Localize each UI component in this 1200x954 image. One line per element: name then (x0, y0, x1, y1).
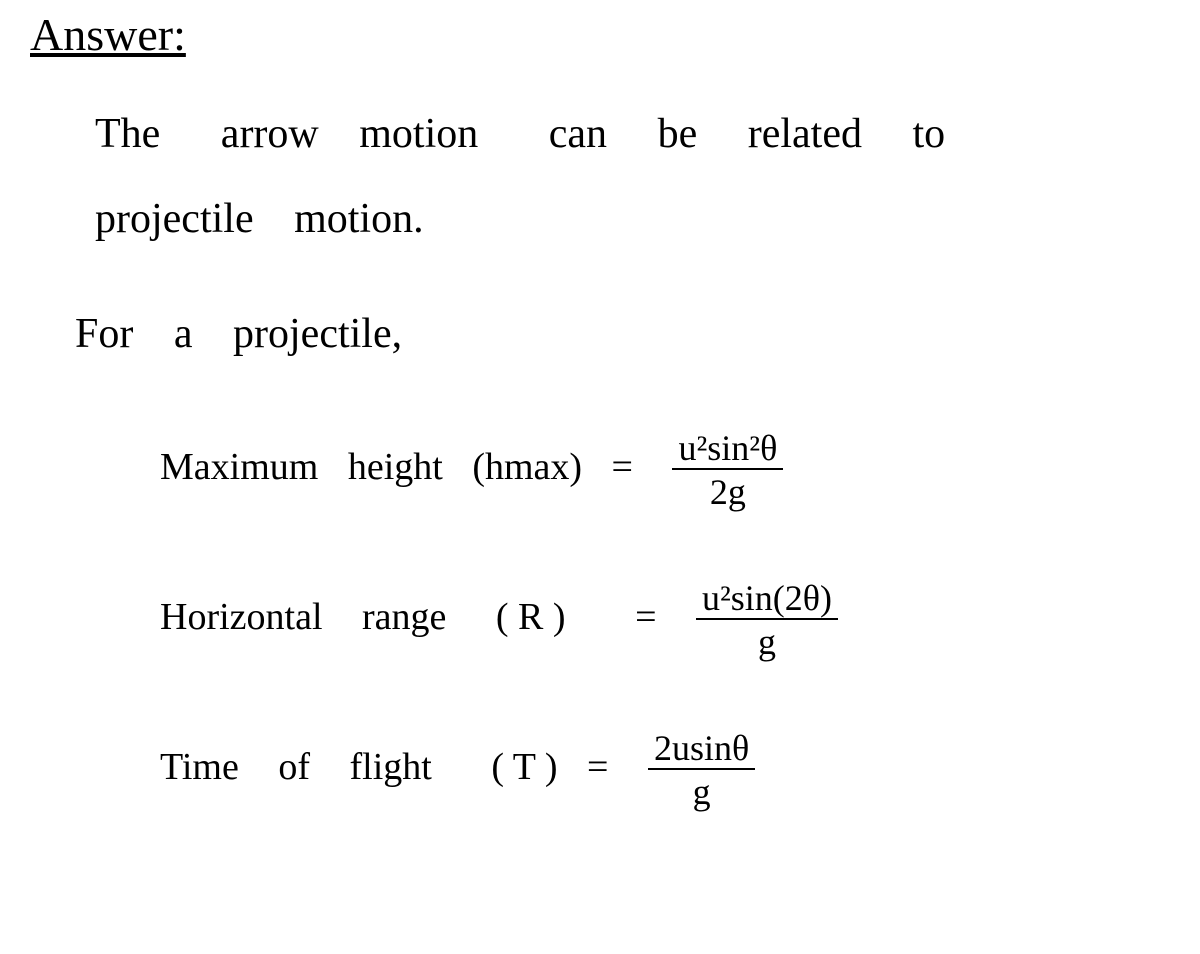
equals: = (587, 745, 608, 789)
word: can (549, 110, 607, 158)
word: range (362, 595, 446, 639)
word: be (658, 110, 698, 158)
equals: = (612, 445, 633, 489)
word: The (95, 110, 160, 158)
word: ( T ) (491, 745, 557, 789)
eq-max-height: Maximum height (hmax) = u²sin²θ 2g (160, 430, 783, 510)
eq-time-of-flight: Time of flight ( T ) = 2usinθ g (160, 730, 755, 810)
numerator: u²sin²θ (672, 430, 783, 470)
word: related (748, 110, 862, 158)
para1-line1: The arrow motion can be related to (95, 110, 945, 158)
word: height (348, 445, 443, 489)
para1-line2: projectile motion. (95, 195, 424, 243)
eq-range: Horizontal range ( R ) = u²sin(2θ) g (160, 580, 838, 660)
para2: For a projectile, (75, 310, 402, 358)
word: of (278, 745, 310, 789)
word: flight (350, 745, 432, 789)
title: Answer: (30, 8, 186, 61)
word: (hmax) (472, 445, 582, 489)
word: projectile (95, 195, 254, 243)
numerator: 2usinθ (648, 730, 755, 770)
denominator: g (648, 770, 755, 810)
word: motion. (294, 195, 424, 243)
word: motion (359, 110, 478, 158)
word: ( R ) (496, 595, 566, 639)
denominator: 2g (672, 470, 783, 510)
word: a (174, 310, 193, 358)
word: Maximum (160, 445, 318, 489)
equals: = (635, 595, 656, 639)
word: projectile, (233, 310, 402, 358)
word: to (912, 110, 945, 158)
word: For (75, 310, 133, 358)
fraction-hmax: u²sin²θ 2g (672, 430, 783, 510)
word: Horizontal (160, 595, 323, 639)
word: arrow (221, 110, 319, 158)
denominator: g (696, 620, 838, 660)
handwritten-page: Answer: The arrow motion can be related … (0, 0, 1200, 954)
word: Time (160, 745, 239, 789)
fraction-time: 2usinθ g (648, 730, 755, 810)
numerator: u²sin(2θ) (696, 580, 838, 620)
fraction-range: u²sin(2θ) g (696, 580, 838, 660)
